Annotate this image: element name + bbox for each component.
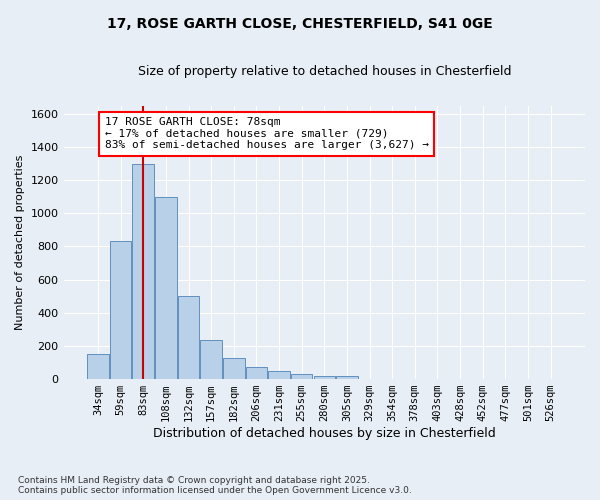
Bar — [291, 374, 313, 379]
Bar — [133, 164, 154, 379]
Bar — [178, 296, 199, 379]
Y-axis label: Number of detached properties: Number of detached properties — [15, 154, 25, 330]
Bar — [245, 366, 267, 379]
Bar — [223, 358, 245, 379]
Text: 17 ROSE GARTH CLOSE: 78sqm
← 17% of detached houses are smaller (729)
83% of sem: 17 ROSE GARTH CLOSE: 78sqm ← 17% of deta… — [105, 117, 429, 150]
Bar — [314, 376, 335, 379]
Bar — [155, 196, 176, 379]
Bar — [110, 242, 131, 379]
X-axis label: Distribution of detached houses by size in Chesterfield: Distribution of detached houses by size … — [153, 427, 496, 440]
Text: Contains HM Land Registry data © Crown copyright and database right 2025.
Contai: Contains HM Land Registry data © Crown c… — [18, 476, 412, 495]
Bar — [268, 371, 290, 379]
Bar — [200, 340, 222, 379]
Text: 17, ROSE GARTH CLOSE, CHESTERFIELD, S41 0GE: 17, ROSE GARTH CLOSE, CHESTERFIELD, S41 … — [107, 18, 493, 32]
Title: Size of property relative to detached houses in Chesterfield: Size of property relative to detached ho… — [137, 65, 511, 78]
Bar — [87, 354, 109, 379]
Bar — [336, 376, 358, 379]
